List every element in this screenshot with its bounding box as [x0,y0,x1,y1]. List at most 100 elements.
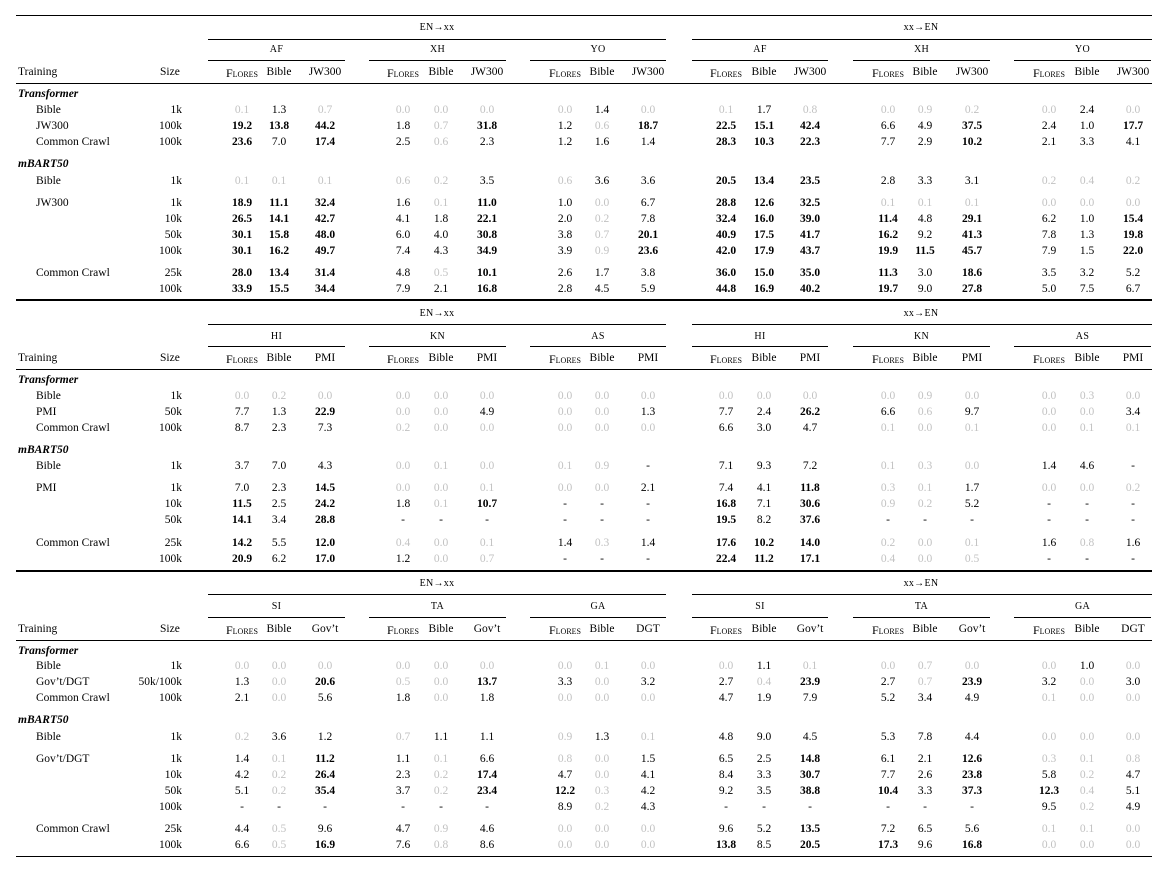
training-header: Training [18,352,58,364]
bleu-score-cell: 0.0 [271,692,287,704]
row-size: 1k [170,482,183,494]
row-training-label: Bible [36,390,61,402]
bleu-score-cell: 0.1 [479,537,495,549]
bleu-score-cell: 0.1 [880,422,896,434]
bleu-score-cell: 0.0 [1041,390,1057,402]
bleu-score-cell: 0.1 [557,460,573,472]
bleu-score-cell: 9.6 [718,823,734,835]
bleu-score-cell: - [600,553,604,565]
bleu-score-cell: 1.2 [395,553,411,565]
bleu-score-cell: 6.2 [1041,213,1057,225]
language-header: AS [1075,331,1090,342]
column-header: Bible [428,352,454,364]
bleu-score-cell: 2.1 [640,482,656,494]
bleu-score-cell: 0.1 [718,104,734,116]
bleu-score-cell: 34.4 [314,283,336,295]
bleu-score-cell: 2.5 [395,136,411,148]
bleu-score-cell: 3.2 [1079,267,1095,279]
bleu-score-cell: 16.2 [877,229,899,241]
bleu-score-cell: 0.0 [594,676,610,688]
bleu-score-cell: 0.0 [271,676,287,688]
bleu-score-cell: 3.5 [479,175,495,187]
bleu-score-cell: 1.1 [433,731,449,743]
bleu-score-cell: 3.7 [395,785,411,797]
column-header: Flores [709,66,743,80]
bleu-score-cell: 1.0 [557,197,573,209]
bleu-score-cell: 0.0 [880,390,896,402]
bleu-score-cell: 9.2 [718,785,734,797]
bleu-score-cell: - [563,553,567,565]
direction-header-en-xx: EN→xx [419,308,455,319]
language-header: SI [755,601,765,612]
language-rule [369,617,506,618]
bleu-score-cell: 9.0 [756,731,772,743]
row-size: 100k [159,801,182,813]
bleu-score-cell: 0.9 [594,245,610,257]
bleu-score-cell: 12.0 [314,537,336,549]
bleu-score-cell: 11.0 [477,197,497,209]
column-header: Flores [548,352,582,366]
bleu-score-cell: 0.0 [1079,676,1095,688]
training-header: Training [18,66,58,78]
bleu-score-cell: 42.4 [799,120,821,132]
bleu-score-cell: 2.4 [756,406,772,418]
column-header: Flores [225,623,259,637]
bleu-score-cell: - [1085,498,1089,510]
bleu-score-cell: 1.4 [640,537,656,549]
bleu-score-cell: 0.1 [433,197,449,209]
column-header: Bible [912,66,938,78]
bleu-score-cell: 4.8 [917,213,933,225]
bleu-score-cell: 12.3 [1038,785,1060,797]
bleu-score-cell: 11.5 [915,245,935,257]
bleu-score-cell: 6.6 [880,120,896,132]
bleu-score-cell: 8.7 [234,422,250,434]
bleu-score-cell: 7.9 [395,283,411,295]
bleu-score-cell: 3.8 [640,267,656,279]
language-header: YO [1074,44,1091,55]
bleu-score-cell: 0.4 [880,553,896,565]
bleu-score-cell: 23.9 [799,676,821,688]
column-header: PMI [799,352,821,364]
bleu-score-cell: 11.2 [754,553,774,565]
bleu-score-cell: 0.2 [395,422,411,434]
column-header: Bible [751,66,777,78]
row-size: 10k [164,213,182,225]
bleu-score-cell: 1.3 [271,406,287,418]
bleu-score-cell: 4.8 [395,267,411,279]
row-size: 1k [170,460,183,472]
bleu-score-cell: 20.1 [637,229,659,241]
bleu-score-cell: 0.0 [1079,839,1095,851]
bleu-score-cell: 1.6 [1125,537,1141,549]
bleu-score-cell: 2.0 [557,213,573,225]
language-rule [692,346,828,347]
header-rule [16,640,1152,641]
bleu-score-cell: 35.0 [799,267,821,279]
bleu-score-cell: 1.5 [640,753,656,765]
bleu-score-cell: 3.3 [557,676,573,688]
row-size: 1k [170,753,183,765]
bleu-score-cell: 0.2 [1041,175,1057,187]
bleu-score-cell: 18.9 [231,197,253,209]
bleu-score-cell: 0.0 [594,197,610,209]
bleu-score-cell: 4.5 [802,731,818,743]
bleu-score-cell: 19.2 [231,120,253,132]
bleu-score-cell: 31.4 [314,267,336,279]
bleu-score-cell: 0.0 [433,104,449,116]
bleu-score-cell: 3.3 [917,785,933,797]
bleu-score-cell: 22.4 [715,553,737,565]
bleu-score-cell: 3.0 [917,267,933,279]
bleu-score-cell: 0.0 [395,460,411,472]
bleu-score-cell: 48.0 [314,229,336,241]
bleu-score-cell: 23.5 [799,175,821,187]
bleu-score-cell: 3.7 [234,460,250,472]
language-rule [692,617,828,618]
bleu-score-cell: 1.1 [395,753,411,765]
bleu-score-cell: 16.2 [268,245,290,257]
bleu-score-cell: 4.7 [395,823,411,835]
section-title: Transformer [18,374,79,386]
bleu-score-cell: 0.0 [433,553,449,565]
bleu-score-cell: 8.4 [718,769,734,781]
bleu-score-cell: 0.1 [917,482,933,494]
bleu-score-cell: 0.1 [1079,422,1095,434]
bleu-score-cell: 0.0 [917,553,933,565]
